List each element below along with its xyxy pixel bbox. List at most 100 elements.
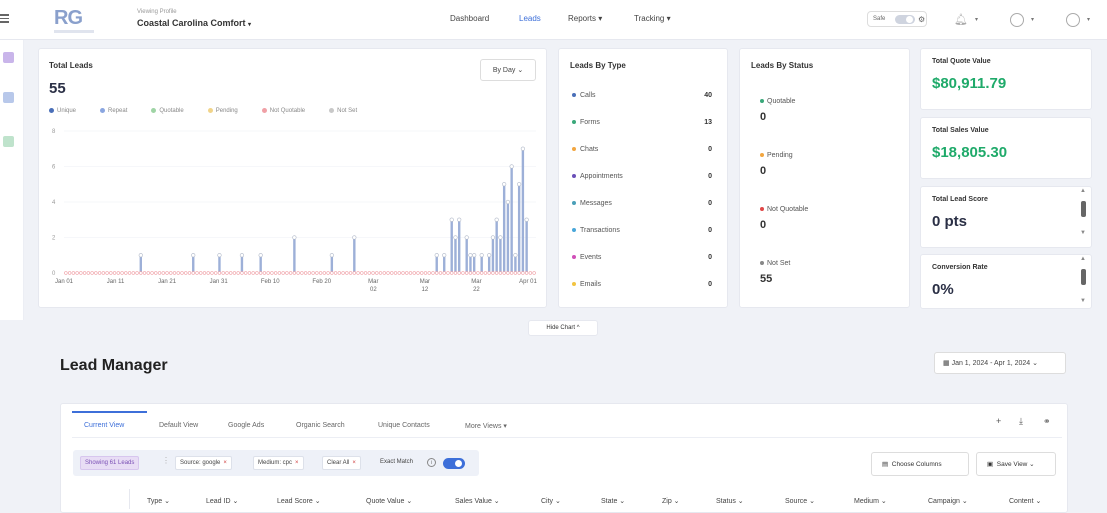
bar[interactable]: [262, 271, 267, 275]
link-icon[interactable]: ⚭: [1043, 416, 1051, 426]
close-icon[interactable]: ×: [352, 460, 356, 466]
column-header[interactable]: Quote Value ⌄: [366, 498, 413, 505]
close-icon[interactable]: ×: [223, 460, 227, 466]
bar[interactable]: [420, 271, 424, 275]
bar[interactable]: [221, 271, 225, 275]
bar[interactable]: [405, 271, 409, 275]
menu-icon[interactable]: [0, 12, 10, 26]
bar[interactable]: [184, 271, 188, 275]
exact-match-toggle[interactable]: [443, 458, 465, 469]
bar[interactable]: [300, 271, 304, 275]
column-header[interactable]: Source ⌄: [785, 498, 815, 505]
bar[interactable]: [367, 271, 372, 275]
type-row-messages[interactable]: Messages: [572, 200, 612, 207]
bar[interactable]: [273, 271, 278, 275]
filter-chip-source[interactable]: Source: google ×: [175, 456, 232, 470]
bar[interactable]: [416, 271, 420, 275]
bar[interactable]: [105, 271, 109, 275]
bar[interactable]: [82, 271, 87, 275]
bar[interactable]: [79, 271, 83, 275]
status-row-label[interactable]: Not Set: [760, 260, 790, 267]
bar[interactable]: [375, 271, 379, 275]
hide-chart-button[interactable]: Hide Chart ^: [528, 320, 598, 336]
bar[interactable]: [154, 271, 158, 275]
bar[interactable]: [390, 271, 394, 275]
bar[interactable]: [138, 253, 143, 275]
bar[interactable]: [337, 271, 342, 275]
bar[interactable]: [172, 271, 177, 275]
tab-unique-contacts[interactable]: Unique Contacts: [378, 422, 430, 429]
bar[interactable]: [487, 253, 492, 275]
column-header[interactable]: Campaign ⌄: [928, 498, 968, 505]
bar[interactable]: [461, 271, 465, 275]
bar[interactable]: [472, 253, 477, 275]
bar[interactable]: [206, 271, 210, 275]
user-avatar-icon[interactable]: [1066, 13, 1080, 27]
logo[interactable]: RG: [54, 7, 83, 29]
chevron-down-icon[interactable]: ▾: [975, 17, 979, 23]
bar[interactable]: [318, 271, 323, 275]
bar[interactable]: [386, 271, 390, 275]
bar[interactable]: [67, 271, 72, 275]
bar[interactable]: [438, 271, 443, 275]
bar[interactable]: [97, 271, 102, 275]
bar[interactable]: [180, 271, 184, 275]
bar[interactable]: [442, 253, 447, 275]
bar[interactable]: [528, 271, 533, 275]
bar[interactable]: [112, 271, 117, 275]
bar[interactable]: [363, 271, 368, 275]
bar[interactable]: [217, 253, 222, 275]
bar[interactable]: [191, 253, 196, 275]
bar[interactable]: [427, 271, 431, 275]
bar[interactable]: [243, 271, 248, 275]
toggle-switch[interactable]: [895, 15, 915, 24]
legend-item[interactable]: Quotable: [151, 108, 195, 114]
nav-tracking[interactable]: Tracking ▾: [634, 14, 671, 23]
bar[interactable]: [101, 271, 106, 275]
column-header[interactable]: City ⌄: [541, 498, 561, 505]
type-row-transactions[interactable]: Transactions: [572, 227, 620, 234]
bar[interactable]: [483, 271, 488, 275]
tab-more-views[interactable]: More Views ▾: [465, 423, 507, 430]
tab-current-view[interactable]: Current View: [84, 422, 125, 429]
bar[interactable]: [150, 271, 154, 275]
bar[interactable]: [434, 253, 439, 275]
sidebar-person-icon[interactable]: [3, 136, 14, 147]
type-row-chats[interactable]: Chats: [572, 146, 598, 153]
bar[interactable]: [251, 271, 255, 275]
bar[interactable]: [490, 235, 496, 275]
bar[interactable]: [239, 253, 245, 275]
sidebar-users-icon[interactable]: [3, 92, 14, 103]
bar[interactable]: [195, 271, 199, 275]
bar[interactable]: [266, 271, 270, 275]
column-header[interactable]: Content ⌄: [1009, 498, 1042, 505]
bar[interactable]: [146, 271, 150, 275]
bar[interactable]: [277, 271, 282, 275]
nav-dashboard[interactable]: Dashboard: [450, 14, 490, 23]
choose-columns-button[interactable]: ▤ Choose Columns: [871, 452, 969, 476]
bar[interactable]: [311, 271, 315, 275]
chevron-down-icon[interactable]: ▾: [1087, 17, 1091, 23]
bar[interactable]: [348, 271, 353, 275]
filter-chip-medium[interactable]: Medium: cpc ×: [253, 456, 304, 470]
bar[interactable]: [423, 271, 428, 275]
bar[interactable]: [120, 271, 124, 275]
bar[interactable]: [356, 271, 360, 275]
column-header[interactable]: Status ⌄: [716, 498, 744, 505]
bar[interactable]: [296, 271, 300, 275]
bar[interactable]: [449, 217, 454, 275]
bar[interactable]: [202, 271, 207, 275]
column-header[interactable]: State ⌄: [601, 498, 626, 505]
bar[interactable]: [397, 271, 401, 275]
scrollbar[interactable]: ▲ ▼: [1080, 256, 1086, 304]
profile-selector[interactable]: Coastal Carolina Comfort ▾: [137, 18, 251, 28]
bar[interactable]: [315, 271, 319, 275]
date-range-picker[interactable]: ▦ Jan 1, 2024 - Apr 1, 2024 ⌄: [934, 352, 1066, 374]
bar[interactable]: [64, 271, 68, 275]
legend-item[interactable]: Not Quotable: [261, 108, 317, 114]
bar[interactable]: [214, 271, 218, 275]
bar[interactable]: [307, 271, 312, 275]
type-row-calls[interactable]: Calls: [572, 92, 596, 99]
legend-item[interactable]: Pending: [207, 108, 250, 114]
bar[interactable]: [326, 271, 330, 275]
